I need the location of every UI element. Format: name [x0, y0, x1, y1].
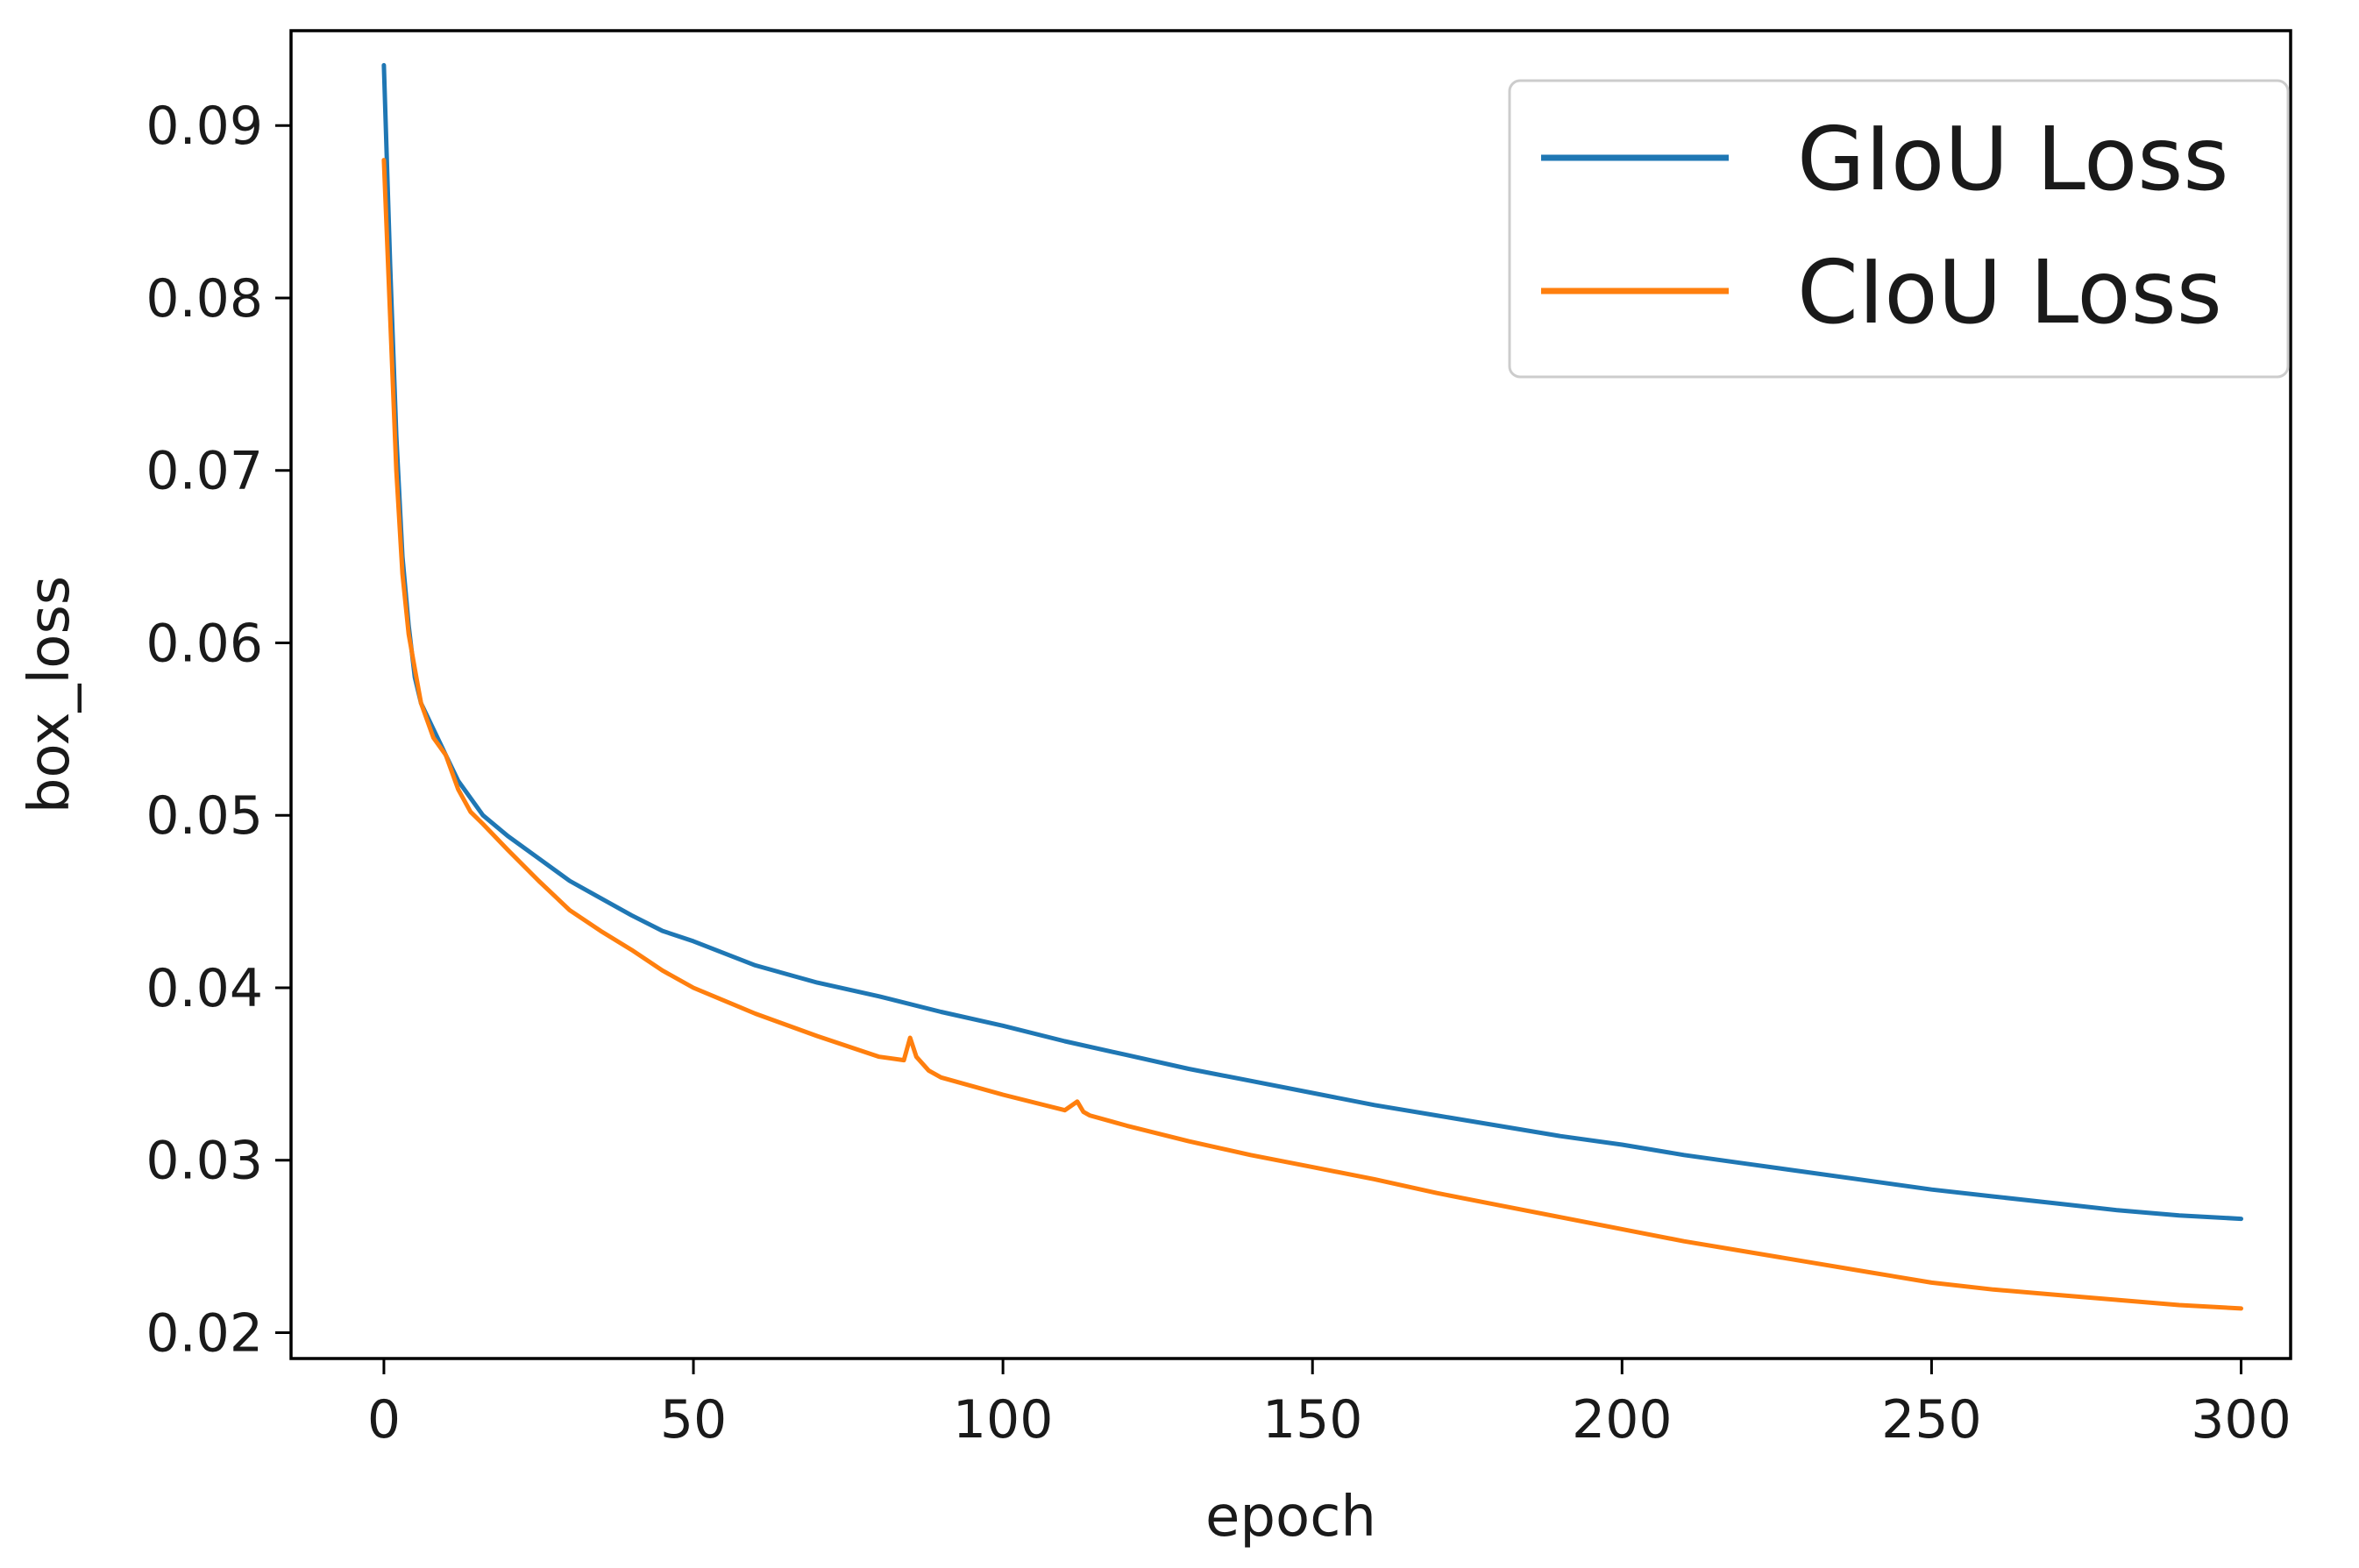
- series-layer: [381, 62, 2243, 1311]
- y-tick-label: 0.04: [146, 958, 263, 1019]
- legend-label-giou: GIoU Loss: [1797, 108, 2228, 210]
- y-axis-ticks: 0.02 0.03 0.04 0.05 0.06 0.07 0.08 0.09: [146, 96, 291, 1364]
- x-axis-label: epoch: [1205, 1485, 1376, 1550]
- y-tick-label: 0.08: [146, 268, 263, 330]
- y-tick-label: 0.05: [146, 785, 263, 847]
- x-tick-label: 250: [1881, 1389, 1982, 1451]
- x-tick-label: 100: [953, 1389, 1054, 1451]
- x-tick-label: 150: [1262, 1389, 1363, 1451]
- x-axis-ticks: 0 50 100 150 200 250 300: [367, 1359, 2291, 1451]
- y-axis-label: box_loss: [18, 576, 82, 813]
- x-tick-label: 0: [367, 1389, 401, 1451]
- x-tick-label: 50: [660, 1389, 727, 1451]
- y-tick-label: 0.06: [146, 613, 263, 674]
- y-tick-label: 0.03: [146, 1131, 263, 1192]
- x-tick-label: 300: [2191, 1389, 2291, 1451]
- legend-label-ciou: CIoU Loss: [1797, 241, 2222, 344]
- plot-area-frame: [289, 29, 2292, 1360]
- y-tick-label: 0.07: [146, 441, 263, 502]
- legend: GIoU Loss CIoU Loss: [1508, 79, 2290, 379]
- y-tick-label: 0.09: [146, 96, 263, 157]
- y-tick-label: 0.02: [146, 1302, 263, 1364]
- series-line-ciou: [381, 158, 2243, 1311]
- x-tick-label: 200: [1572, 1389, 1673, 1451]
- series-line-giou: [381, 62, 2243, 1222]
